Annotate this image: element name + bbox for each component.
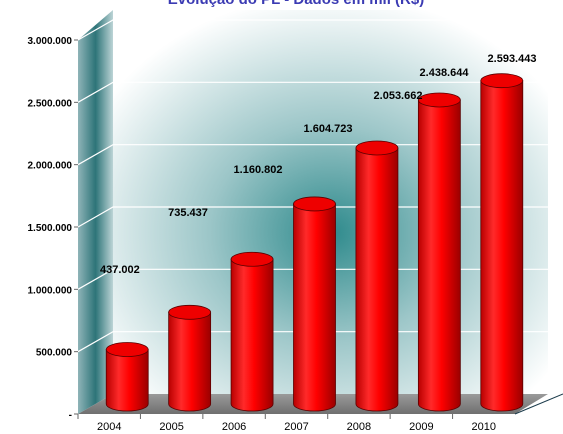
x-tick-label: 2004 <box>97 421 121 433</box>
x-tick-label: 2010 <box>472 421 496 433</box>
bar-top <box>105 342 149 357</box>
x-tick-label: 2007 <box>284 421 308 433</box>
left-wall <box>78 10 113 414</box>
value-label: 1.160.802 <box>234 164 283 176</box>
bar-2008 <box>355 140 399 412</box>
value-label: 1.604.723 <box>304 123 353 135</box>
bar-top <box>417 92 461 108</box>
floor-edge-line <box>514 393 563 415</box>
y-tick-label: - <box>69 410 72 421</box>
bar-body <box>168 311 212 412</box>
gridline <box>77 19 548 41</box>
bar-top <box>293 196 336 212</box>
bar-body <box>480 80 524 412</box>
value-label: 735.437 <box>168 207 208 219</box>
bar-top <box>480 73 524 89</box>
x-tick-label: 2008 <box>347 421 371 433</box>
bar-body <box>105 349 149 412</box>
bar-2006 <box>230 251 274 412</box>
bar-2004 <box>105 342 149 412</box>
chart-title: Evolução do PL - Dados em mil (R$) <box>168 0 424 8</box>
y-tick-label: 500.000 <box>36 348 73 359</box>
y-tick-label: 1.000.000 <box>28 285 73 296</box>
bar-2005 <box>168 304 212 412</box>
gridline <box>77 268 548 290</box>
bar-body <box>230 258 274 412</box>
gridline <box>77 331 548 353</box>
y-tick-label: 2.500.000 <box>28 98 73 109</box>
bar-top <box>355 140 399 156</box>
gridline <box>77 144 548 166</box>
bar-body <box>355 147 399 412</box>
bar-2009 <box>417 92 461 412</box>
value-label: 437.002 <box>100 264 140 276</box>
value-labels: 437.002 735.437 1.160.802 1.604.723 2.053.66… <box>100 53 536 276</box>
bar-body <box>293 203 336 412</box>
x-axis-ticks: 2004 2005 2006 2007 2008 2009 2010 <box>77 414 496 433</box>
bar-2007 <box>293 196 336 412</box>
gridline <box>77 206 548 228</box>
value-label: 2.053.662 <box>374 90 423 102</box>
gridlines <box>77 19 548 353</box>
y-tick-label: 2.000.000 <box>28 161 73 172</box>
bar-2010 <box>480 73 524 412</box>
value-label: 2.593.443 <box>488 53 537 65</box>
gridline <box>77 81 548 103</box>
y-axis-ticks: - 500.000 1.000.000 1.500.000 2.000.000 2.500… <box>28 36 78 421</box>
x-tick-label: 2006 <box>222 421 246 433</box>
bars <box>105 73 524 412</box>
y-tick-label: 3.000.000 <box>28 36 73 47</box>
bar-top <box>168 304 212 320</box>
y-tick-label: 1.500.000 <box>28 223 73 234</box>
x-tick-label: 2009 <box>409 421 433 433</box>
bar-body <box>417 99 461 412</box>
value-label: 2.438.644 <box>420 67 470 79</box>
x-tick-label: 2005 <box>159 421 183 433</box>
bar-top <box>230 251 274 267</box>
